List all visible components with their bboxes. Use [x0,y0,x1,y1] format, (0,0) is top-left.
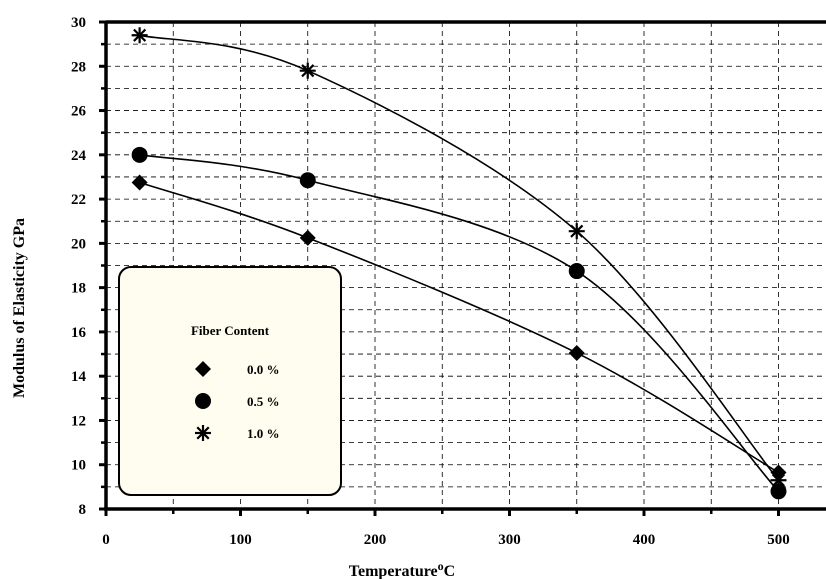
x-tick-label: 400 [633,532,656,548]
x-tick-label: 0 [102,532,110,548]
data-point-circle [132,147,148,163]
x-axis-title-main: Temperature [349,563,438,579]
data-point-circle [300,172,316,188]
legend-label: 1.0 % [247,426,280,441]
y-tick-label: 10 [71,458,86,474]
y-tick-label: 28 [71,59,86,75]
y-tick-label: 22 [71,192,86,208]
y-axis-title: Modulus of Elasticity GPa [11,218,28,398]
data-point-asterisk [569,223,585,239]
x-tick-label: 500 [767,532,790,548]
y-tick-label: 18 [71,281,86,297]
y-tick-label: 12 [71,413,86,429]
y-tick-label: 16 [71,325,87,341]
data-point-diamond [569,345,585,361]
y-tick-label: 24 [71,148,87,164]
y-tick-label: 26 [71,104,87,120]
legend-label: 0.0 % [247,362,280,377]
y-tick-label: 20 [71,236,86,252]
x-tick-label: 300 [498,532,521,548]
x-axis-title-unit: C [444,563,456,579]
x-tick-label: 200 [364,532,387,548]
legend: Fiber Content 0.0 % 0.5 % 1.0 % [119,267,341,495]
y-tick-label: 30 [71,15,86,31]
legend-box [119,267,341,495]
x-axis-title: TemperatureoC [349,559,455,579]
data-point-asterisk [300,63,316,79]
data-point-asterisk [195,425,211,441]
legend-label: 0.5 % [247,394,280,409]
y-tick-label: 14 [71,369,87,385]
x-tick-label: 100 [229,532,252,548]
legend-title: Fiber Content [191,323,270,338]
y-tick-label: 8 [79,502,87,518]
data-point-circle [195,393,211,409]
data-point-asterisk [771,472,787,488]
data-point-circle [569,263,585,279]
data-point-asterisk [132,27,148,43]
